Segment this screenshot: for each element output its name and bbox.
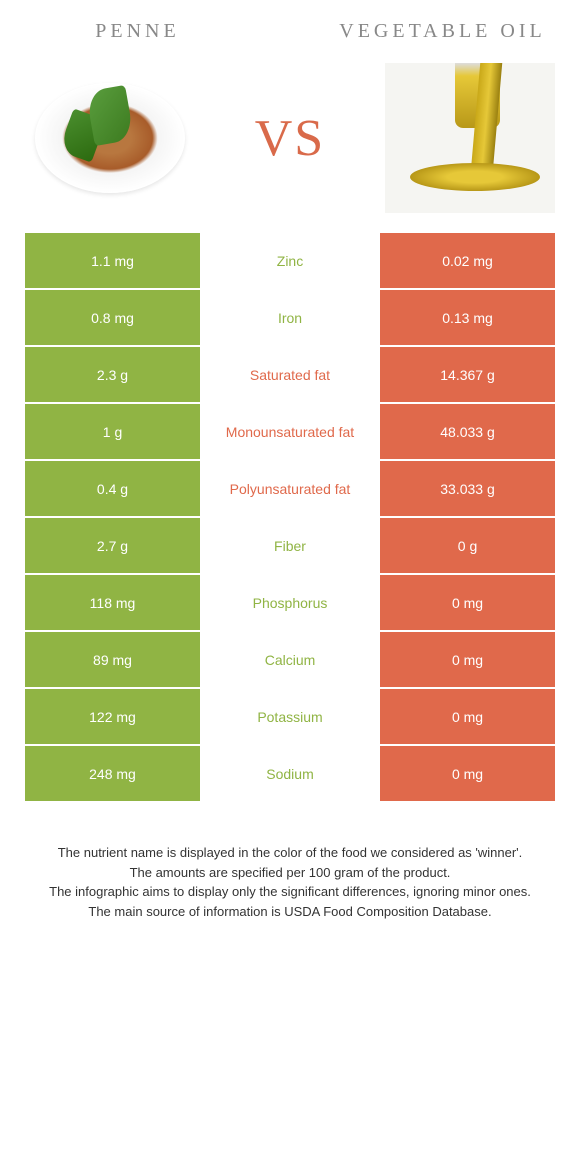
nutrient-label: Sodium: [200, 746, 380, 801]
left-value: 2.7 g: [25, 518, 200, 573]
left-value: 0.4 g: [25, 461, 200, 516]
footer-line: The infographic aims to display only the…: [30, 882, 550, 902]
right-title: VEGETABLE OIL: [335, 20, 550, 43]
right-value: 0.13 mg: [380, 290, 555, 345]
header-left: PENNE: [30, 20, 245, 43]
nutrient-label: Zinc: [200, 233, 380, 288]
left-value: 118 mg: [25, 575, 200, 630]
oil-icon: [385, 63, 555, 213]
left-value: 248 mg: [25, 746, 200, 801]
right-value: 0.02 mg: [380, 233, 555, 288]
left-value: 2.3 g: [25, 347, 200, 402]
table-row: 122 mgPotassium0 mg: [25, 689, 555, 744]
footer-line: The main source of information is USDA F…: [30, 902, 550, 922]
nutrient-label: Potassium: [200, 689, 380, 744]
left-value: 1.1 mg: [25, 233, 200, 288]
table-row: 0.8 mgIron0.13 mg: [25, 290, 555, 345]
right-value: 48.033 g: [380, 404, 555, 459]
table-row: 2.3 gSaturated fat14.367 g: [25, 347, 555, 402]
vs-label: VS: [215, 109, 365, 168]
nutrient-label: Polyunsaturated fat: [200, 461, 380, 516]
right-value: 14.367 g: [380, 347, 555, 402]
table-row: 248 mgSodium0 mg: [25, 746, 555, 801]
image-row: VS: [0, 53, 580, 233]
table-row: 118 mgPhosphorus0 mg: [25, 575, 555, 630]
table-row: 0.4 gPolyunsaturated fat33.033 g: [25, 461, 555, 516]
header-right: VEGETABLE OIL: [335, 20, 550, 43]
table-row: 1.1 mgZinc0.02 mg: [25, 233, 555, 288]
table-row: 2.7 gFiber0 g: [25, 518, 555, 573]
nutrient-label: Fiber: [200, 518, 380, 573]
right-value: 0 g: [380, 518, 555, 573]
nutrient-label: Iron: [200, 290, 380, 345]
nutrient-label: Monounsaturated fat: [200, 404, 380, 459]
nutrient-label: Saturated fat: [200, 347, 380, 402]
left-value: 1 g: [25, 404, 200, 459]
left-image: [20, 63, 200, 213]
right-value: 0 mg: [380, 632, 555, 687]
left-value: 0.8 mg: [25, 290, 200, 345]
right-value: 0 mg: [380, 689, 555, 744]
footer: The nutrient name is displayed in the co…: [0, 803, 580, 951]
right-value: 0 mg: [380, 746, 555, 801]
footer-line: The amounts are specified per 100 gram o…: [30, 863, 550, 883]
comparison-table: 1.1 mgZinc0.02 mg0.8 mgIron0.13 mg2.3 gS…: [0, 233, 580, 801]
left-value: 122 mg: [25, 689, 200, 744]
right-value: 0 mg: [380, 575, 555, 630]
table-row: 89 mgCalcium0 mg: [25, 632, 555, 687]
footer-line: The nutrient name is displayed in the co…: [30, 843, 550, 863]
right-value: 33.033 g: [380, 461, 555, 516]
table-row: 1 gMonounsaturated fat48.033 g: [25, 404, 555, 459]
penne-plate-icon: [35, 83, 185, 193]
left-title: PENNE: [30, 20, 245, 43]
nutrient-label: Phosphorus: [200, 575, 380, 630]
right-image: [380, 63, 560, 213]
header: PENNE VEGETABLE OIL: [0, 0, 580, 53]
nutrient-label: Calcium: [200, 632, 380, 687]
left-value: 89 mg: [25, 632, 200, 687]
